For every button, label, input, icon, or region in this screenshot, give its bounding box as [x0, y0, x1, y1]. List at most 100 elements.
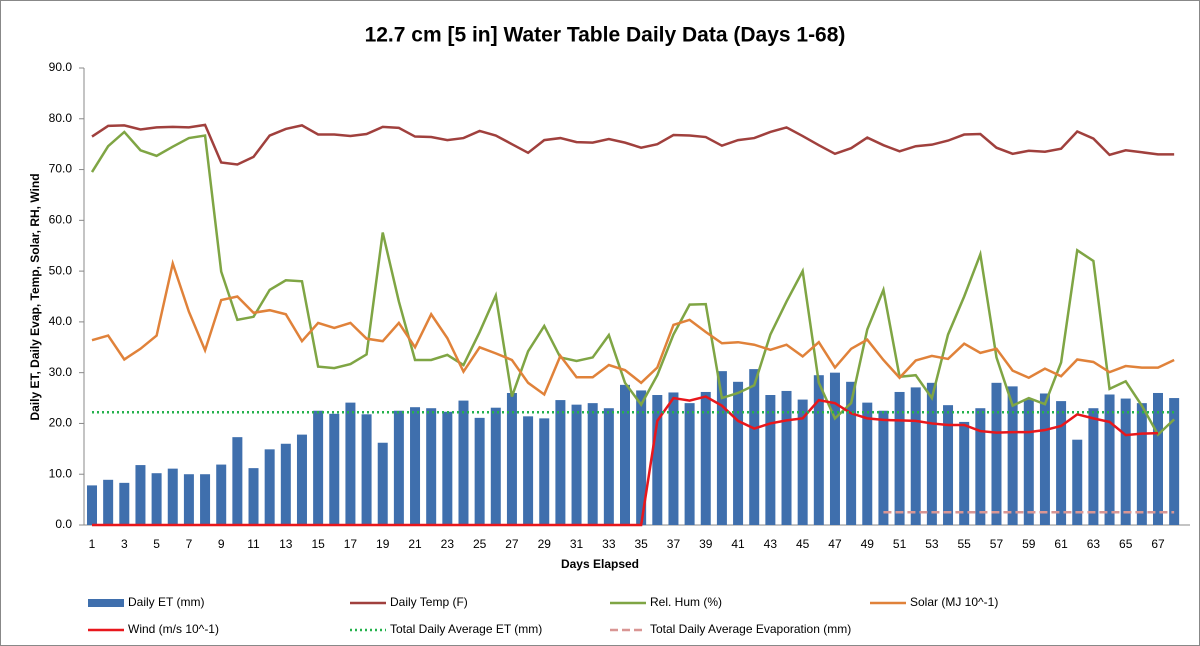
x-tick-label: 17: [344, 537, 358, 551]
bar: [829, 372, 840, 525]
x-tick-label: 33: [602, 537, 616, 551]
bar: [345, 402, 356, 525]
bar: [183, 474, 194, 525]
y-tick-label: 30.0: [49, 365, 73, 379]
bar: [765, 395, 776, 525]
bar: [361, 414, 372, 525]
x-tick-label: 41: [731, 537, 745, 551]
bar: [426, 408, 437, 525]
x-tick-label: 63: [1087, 537, 1101, 551]
x-tick-label: 7: [186, 537, 193, 551]
bar: [410, 407, 421, 525]
line: [90, 130, 1176, 437]
x-tick-label: 37: [667, 537, 681, 551]
bar: [474, 417, 485, 525]
bar: [87, 485, 97, 525]
bar: [603, 408, 614, 525]
x-tick-label: 43: [764, 537, 778, 551]
bar: [1007, 386, 1018, 525]
bar: [684, 403, 695, 525]
bar: [668, 392, 679, 525]
y-tick-label: 60.0: [49, 213, 73, 227]
bar: [329, 413, 340, 525]
x-tick-label: 39: [699, 537, 713, 551]
bar: [280, 443, 291, 525]
x-tick-label: 47: [828, 537, 842, 551]
x-tick-label: 67: [1151, 537, 1165, 551]
bar: [975, 408, 986, 525]
x-tick-label: 11: [247, 537, 260, 551]
x-tick-label: 57: [990, 537, 1004, 551]
bar: [458, 400, 469, 525]
x-tick-label: 21: [408, 537, 422, 551]
bar: [1169, 398, 1180, 525]
bar: [781, 390, 792, 525]
bar: [539, 418, 550, 525]
bar: [652, 395, 663, 525]
bar: [1104, 394, 1115, 525]
bar: [797, 399, 808, 525]
y-tick-label: 10.0: [49, 466, 73, 480]
x-tick-label: 27: [505, 537, 519, 551]
bar: [313, 410, 324, 525]
chart-title: 12.7 cm [5 in] Water Table Daily Data (D…: [365, 24, 846, 47]
bar: [555, 400, 566, 525]
bar: [119, 482, 130, 525]
line: [91, 258, 1175, 397]
bar: [523, 416, 534, 525]
bar: [813, 375, 824, 525]
x-tick-label: 25: [473, 537, 487, 551]
bar: [1072, 439, 1083, 525]
legend-label: Total Daily Average ET (mm): [390, 622, 542, 636]
bar: [490, 407, 501, 525]
bar: [377, 442, 388, 525]
legend-label: Solar (MJ 10^-1): [910, 595, 998, 609]
x-tick-label: 13: [279, 537, 293, 551]
bar: [862, 402, 873, 525]
bar: [1120, 398, 1131, 525]
x-tick-label: 23: [441, 537, 455, 551]
bar: [878, 410, 889, 525]
bar: [442, 411, 453, 525]
x-tick-label: 45: [796, 537, 810, 551]
bar: [1023, 399, 1034, 525]
bar: [1088, 408, 1099, 525]
bar: [636, 390, 647, 525]
x-tick-label: 53: [925, 537, 939, 551]
line: [91, 123, 1175, 166]
y-tick-label: 70.0: [49, 162, 73, 176]
bar: [248, 468, 259, 525]
legend-label: Daily Temp (F): [390, 595, 468, 609]
x-tick-label: 61: [1054, 537, 1068, 551]
bar: [943, 405, 954, 525]
y-tick-label: 80.0: [49, 111, 73, 125]
bar: [749, 369, 760, 525]
bar: [846, 381, 857, 525]
bar: [991, 382, 1002, 525]
bar: [135, 465, 146, 525]
y-tick-label: 90.0: [49, 60, 73, 74]
legend-label: Daily ET (mm): [128, 595, 204, 609]
legend-label: Total Daily Average Evaporation (mm): [650, 622, 851, 636]
line: [92, 395, 1159, 527]
x-tick-label: 19: [376, 537, 390, 551]
bar: [151, 473, 162, 525]
bar: [894, 391, 905, 525]
x-tick-label: 1: [89, 537, 96, 551]
y-tick-label: 50.0: [49, 263, 73, 277]
y-tick-label: 40.0: [49, 314, 73, 328]
bar: [506, 392, 517, 525]
x-tick-label: 15: [311, 537, 325, 551]
x-tick-label: 49: [861, 537, 875, 551]
bar: [587, 403, 598, 525]
x-tick-label: 5: [153, 537, 160, 551]
bar: [733, 381, 744, 525]
bar: [1056, 401, 1067, 525]
x-tick-label: 29: [538, 537, 552, 551]
bar: [167, 468, 178, 525]
x-tick-label: 9: [218, 537, 225, 551]
bar: [232, 437, 243, 525]
